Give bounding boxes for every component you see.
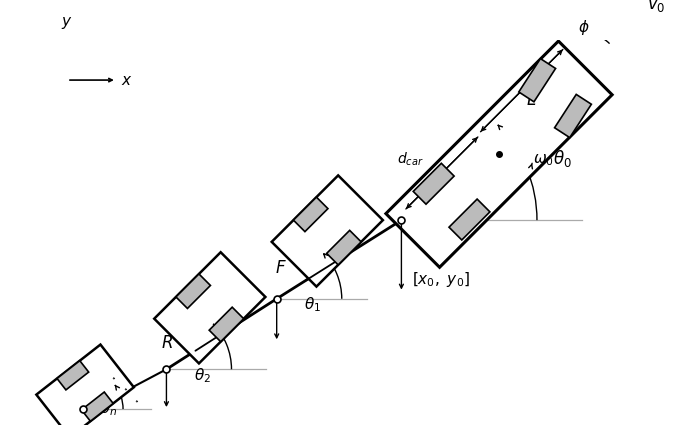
Text: $\phi$: $\phi$ — [578, 18, 590, 37]
Polygon shape — [209, 307, 244, 342]
Polygon shape — [519, 59, 556, 102]
Polygon shape — [57, 361, 89, 390]
Polygon shape — [449, 199, 490, 240]
Text: $v_0$: $v_0$ — [647, 0, 666, 14]
Polygon shape — [81, 392, 113, 421]
Polygon shape — [294, 197, 328, 232]
Text: $d_{car}$: $d_{car}$ — [397, 151, 423, 168]
Text: $\theta_n$: $\theta_n$ — [99, 400, 117, 418]
Text: $\theta_0$: $\theta_0$ — [553, 148, 572, 169]
Text: $\theta_2$: $\theta_2$ — [194, 366, 210, 385]
Text: $F$: $F$ — [275, 259, 287, 277]
Polygon shape — [413, 163, 454, 204]
Text: $L$: $L$ — [526, 91, 536, 109]
Text: $\cdot$
$\cdot$
$\cdot$: $\cdot$ $\cdot$ $\cdot$ — [107, 371, 143, 407]
Text: $y$: $y$ — [61, 15, 73, 31]
Polygon shape — [555, 95, 591, 138]
Text: $R$: $R$ — [162, 334, 174, 352]
Text: $\theta_1$: $\theta_1$ — [304, 296, 321, 314]
Text: $x$: $x$ — [121, 72, 133, 88]
Polygon shape — [176, 274, 210, 308]
Text: $\omega_0$: $\omega_0$ — [534, 152, 555, 168]
Polygon shape — [386, 41, 612, 267]
Text: $[x_0,\ y_0]$: $[x_0,\ y_0]$ — [412, 270, 471, 289]
Polygon shape — [36, 345, 134, 426]
Polygon shape — [271, 176, 383, 287]
Polygon shape — [154, 252, 265, 363]
Polygon shape — [327, 230, 361, 265]
